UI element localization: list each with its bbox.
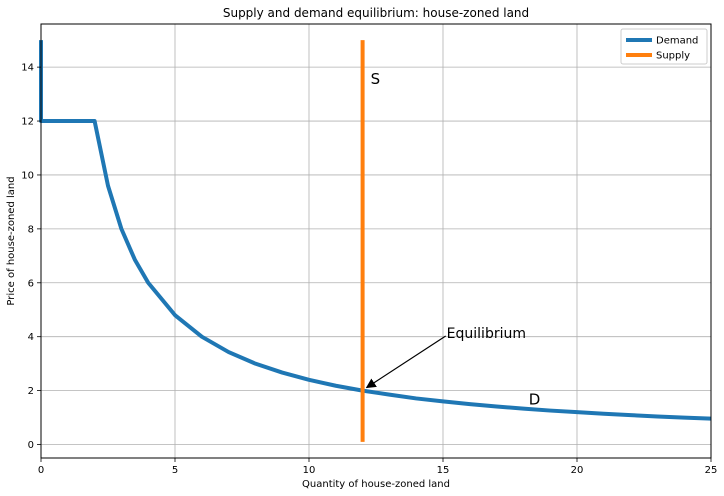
chart-title: Supply and demand equilibrium: house-zon…: [223, 6, 529, 20]
y-tick-label: 10: [21, 170, 34, 181]
x-tick-label: 0: [38, 465, 44, 476]
y-tick-label: 2: [28, 386, 34, 397]
axis-ticks: 0 5 10 15 20 25 0 2 4 6 8 10 12 14: [21, 63, 717, 476]
plot-area-frame: [40, 23, 712, 459]
legend-label-supply: Supply: [656, 51, 690, 62]
y-tick-label: 0: [28, 440, 34, 451]
curve-label-s: S: [371, 70, 381, 88]
curve-label-d: D: [529, 391, 541, 409]
equilibrium-arrow: [365, 335, 447, 389]
x-axis-label: Quantity of house-zoned land: [302, 479, 450, 490]
legend: Demand Supply: [620, 28, 708, 65]
y-axis-label: Price of house-zoned land: [6, 176, 17, 305]
y-tick-label: 8: [28, 224, 34, 235]
annotations: S D Equilibrium: [365, 70, 541, 409]
y-tick-label: 14: [21, 63, 34, 74]
series-lines: [39, 40, 712, 442]
x-tick-label: 15: [437, 465, 450, 476]
y-tick-label: 12: [21, 117, 34, 128]
y-tick-label: 4: [28, 332, 34, 343]
series-line-demand: [39, 40, 712, 421]
x-tick-label: 10: [303, 465, 316, 476]
x-tick-label: 5: [172, 465, 178, 476]
equilibrium-label: Equilibrium: [447, 326, 526, 342]
y-tick-label: 6: [28, 278, 34, 289]
x-tick-label: 20: [571, 465, 584, 476]
legend-label-demand: Demand: [656, 36, 698, 47]
x-tick-label: 25: [705, 465, 718, 476]
